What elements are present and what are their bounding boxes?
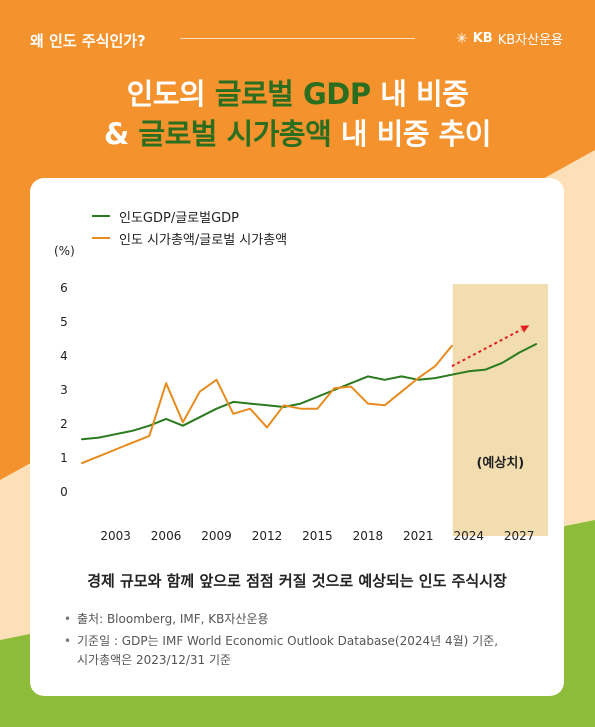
y-tick-label: 3: [60, 383, 68, 397]
note-source: • 출처: Bloomberg, IMF, KB자산운용: [64, 610, 498, 629]
brand-kb: KB: [472, 31, 493, 46]
page-title: 인도의 글로벌 GDP 내 비중 & 글로벌 시가총액 내 비중 추이: [0, 74, 595, 154]
forecast-arrow-line: [451, 328, 522, 368]
chart-caption: 경제 규모와 함께 앞으로 점점 커질 것으로 예상되는 인도 주식시장: [87, 572, 507, 590]
legend-label-gdp: 인도GDP/글로벌GDP: [119, 210, 240, 226]
legend-label-mcap: 인도 시가총액/글로벌 시가총액: [119, 232, 288, 248]
header-tag: 왜 인도 주식인가?: [30, 32, 146, 50]
header-divider: [180, 38, 415, 39]
x-tick-label: 2024: [453, 529, 484, 543]
series-line-gdp: [81, 343, 537, 441]
y-tick-label: 5: [60, 315, 68, 329]
legend-item-gdp: 인도GDP/글로벌GDP: [92, 205, 287, 227]
note-basis: • 기준일 : GDP는 IMF World Economic Outlook D…: [64, 632, 498, 651]
y-tick-label: 2: [60, 417, 68, 431]
brand-name: KB자산운용: [497, 33, 563, 48]
y-tick-label: 0: [60, 485, 68, 499]
x-tick-label: 2015: [302, 529, 333, 543]
bullet-icon: •: [64, 634, 72, 648]
brand-logo: ✳ KB KB자산운용: [455, 29, 563, 49]
x-tick-label: 2027: [504, 529, 535, 543]
bullet-icon: •: [64, 612, 72, 626]
title-line-1: 인도의 글로벌 GDP 내 비중: [126, 77, 469, 111]
legend-swatch-mcap: [92, 237, 110, 239]
forecast-band: [452, 284, 548, 536]
x-tick-label: 2012: [252, 529, 283, 543]
y-tick-label: 1: [60, 451, 68, 465]
y-axis-unit: (%): [54, 244, 75, 258]
x-tick-label: 2009: [201, 529, 232, 543]
forecast-label: (예상치): [476, 455, 524, 471]
y-tick-label: 6: [60, 281, 68, 295]
x-tick-label: 2021: [403, 529, 434, 543]
legend-swatch-gdp: [92, 215, 110, 217]
title-line-2: & 글로벌 시가총액 내 비중 추이: [104, 117, 491, 151]
legend-item-mcap: 인도 시가총액/글로벌 시가총액: [92, 227, 287, 249]
x-tick-label: 2018: [353, 529, 384, 543]
forecast-arrow-head: [520, 325, 530, 333]
y-tick-label: 4: [60, 349, 68, 363]
series-line-mcap: [81, 344, 453, 465]
source-notes: • 출처: Bloomberg, IMF, KB자산운용 • 기준일 : GDP는 …: [64, 610, 498, 673]
chart-legend: 인도GDP/글로벌GDP 인도 시가총액/글로벌 시가총액: [92, 205, 287, 249]
x-tick-label: 2003: [100, 529, 131, 543]
x-tick-label: 2006: [151, 529, 182, 543]
note-basis-cont: 시가총액은 2023/12/31 기준: [77, 653, 232, 667]
star-icon: ✳: [455, 30, 468, 47]
